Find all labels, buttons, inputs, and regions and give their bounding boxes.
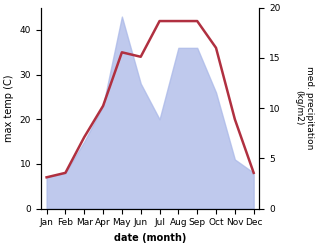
Y-axis label: med. precipitation
(kg/m2): med. precipitation (kg/m2) <box>294 66 314 150</box>
Y-axis label: max temp (C): max temp (C) <box>4 74 14 142</box>
X-axis label: date (month): date (month) <box>114 233 186 243</box>
